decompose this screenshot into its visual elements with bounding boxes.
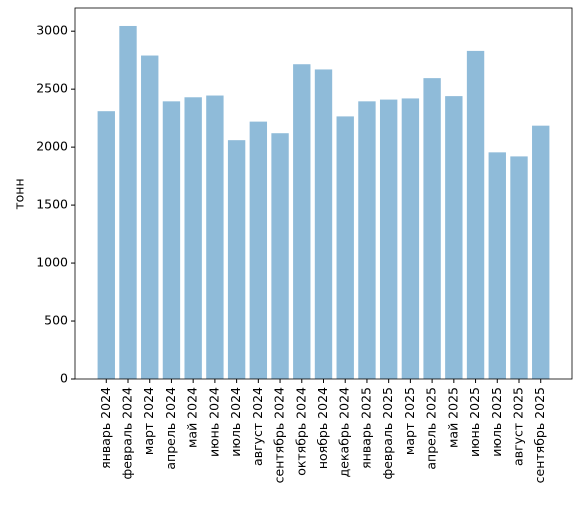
bar	[510, 156, 528, 379]
bar	[401, 98, 420, 380]
x-tick-label: август 2025	[510, 387, 525, 466]
y-tick-label: 2000	[36, 139, 68, 154]
y-tick-label: 2500	[36, 81, 68, 96]
plot-frame	[74, 7, 573, 380]
bar	[466, 50, 485, 379]
bar	[488, 152, 506, 379]
y-tick-label: 0	[60, 371, 68, 386]
x-tick-label: апрель 2025	[424, 387, 439, 470]
x-tick-label: ноябрь 2024	[315, 387, 330, 469]
bar	[97, 111, 115, 379]
x-tick-label: май 2024	[185, 387, 200, 448]
x-tick-label: декабрь 2024	[337, 387, 352, 477]
x-tick-label: июнь 2024	[206, 387, 221, 457]
x-tick-label: март 2025	[402, 387, 417, 455]
bar	[206, 95, 224, 380]
x-tick-label: апрель 2024	[163, 387, 178, 470]
bar	[532, 125, 550, 379]
bar	[423, 78, 441, 380]
y-tick-label: 3000	[36, 23, 68, 38]
y-tick-label: 1000	[36, 255, 68, 270]
y-tick-label: 1500	[36, 197, 68, 212]
bar	[249, 121, 268, 380]
x-tick-label: октябрь 2024	[293, 387, 308, 476]
bar	[141, 55, 159, 380]
bar	[227, 140, 246, 379]
bar	[358, 101, 376, 380]
x-tick-label: сентябрь 2025	[532, 387, 547, 483]
x-tick-label: май 2025	[445, 387, 460, 448]
x-tick-label: август 2024	[250, 387, 265, 466]
x-tick-label: февраль 2025	[380, 387, 395, 479]
x-tick-label: февраль 2024	[120, 387, 135, 480]
y-axis-label: тонн	[12, 178, 27, 209]
bar	[184, 97, 202, 379]
x-tick-label: июнь 2025	[467, 387, 482, 457]
x-tick-label: июль 2024	[228, 387, 243, 457]
bar	[293, 64, 311, 380]
bar	[119, 25, 137, 380]
bar	[379, 99, 398, 379]
x-tick-label: январь 2025	[358, 387, 373, 469]
bar	[336, 116, 354, 380]
bar	[314, 69, 333, 380]
x-tick-label: июль 2025	[489, 387, 504, 457]
bar	[445, 96, 463, 380]
bar	[162, 101, 181, 380]
x-tick-label: март 2024	[141, 387, 156, 455]
bar	[271, 133, 289, 379]
y-tick-label: 500	[44, 313, 68, 328]
x-tick-label: сентябрь 2024	[272, 387, 287, 483]
x-tick-label: январь 2024	[98, 387, 113, 469]
